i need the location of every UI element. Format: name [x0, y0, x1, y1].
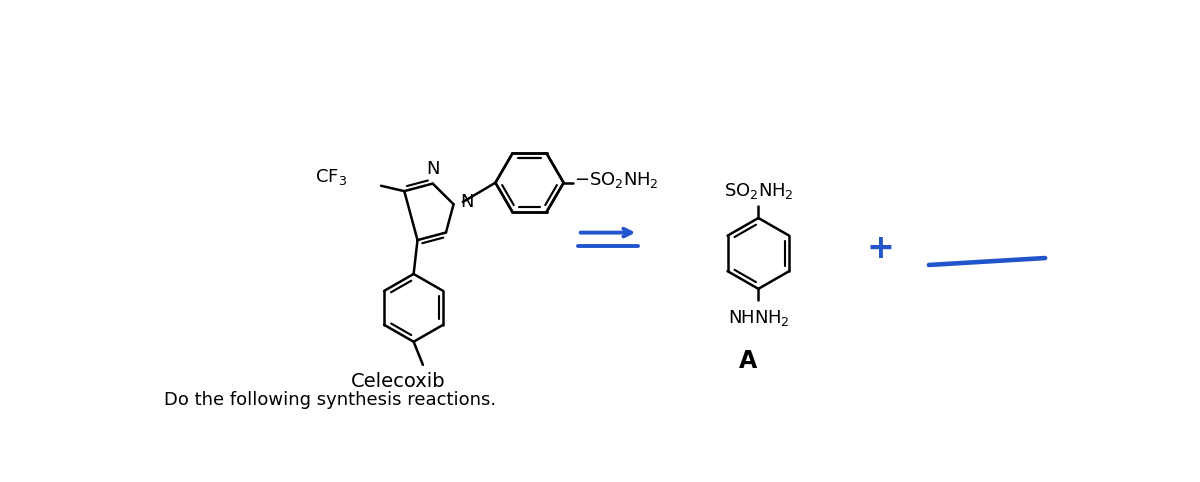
Text: SO$_2$NH$_2$: SO$_2$NH$_2$	[724, 181, 793, 201]
Text: N: N	[460, 193, 473, 211]
Text: Celecoxib: Celecoxib	[350, 372, 445, 391]
Text: +: +	[866, 231, 894, 265]
Text: $-$SO$_2$NH$_2$: $-$SO$_2$NH$_2$	[575, 171, 659, 190]
Text: CF$_3$: CF$_3$	[314, 167, 347, 187]
Text: Do the following synthesis reactions.: Do the following synthesis reactions.	[164, 391, 496, 409]
Text: N: N	[426, 160, 439, 178]
Text: A: A	[739, 349, 757, 373]
Text: NHNH$_2$: NHNH$_2$	[727, 308, 790, 328]
